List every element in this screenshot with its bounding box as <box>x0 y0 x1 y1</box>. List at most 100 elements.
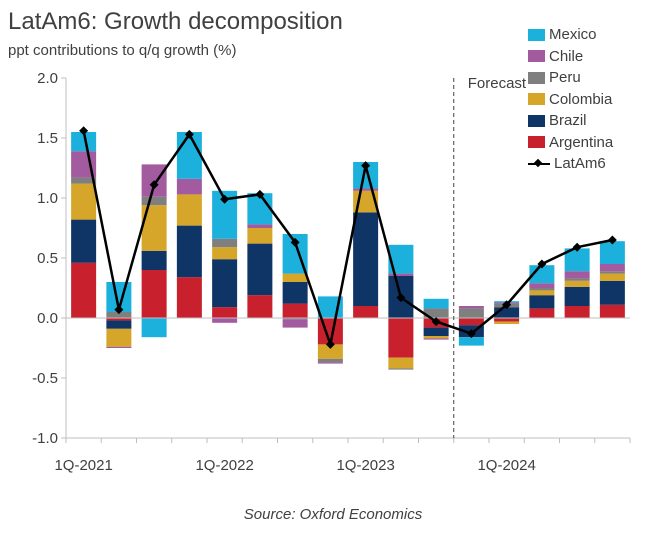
bar-chile <box>282 319 308 328</box>
bar-mexico <box>71 132 97 152</box>
bar-chile <box>458 306 484 309</box>
y-tick-label: 1.5 <box>37 130 58 147</box>
bar-brazil <box>423 327 449 336</box>
bar-peru <box>106 312 132 318</box>
bar-chile <box>247 224 273 228</box>
latam6-point <box>361 161 371 171</box>
y-tick-label: 0.5 <box>37 250 58 267</box>
bar-colombia <box>71 183 97 220</box>
bar-colombia <box>212 247 238 260</box>
y-tick-label: -0.5 <box>32 370 58 387</box>
bar-peru <box>458 308 484 318</box>
bar-peru <box>282 318 308 320</box>
legend-label: Brazil <box>549 112 587 130</box>
bar-argentina <box>247 295 273 318</box>
legend-swatch <box>528 28 545 41</box>
bar-brazil <box>141 250 167 270</box>
bar-argentina <box>529 308 555 318</box>
legend-item-argentina: Argentina <box>528 132 613 154</box>
bar-mexico <box>599 241 625 264</box>
latam6-point <box>396 293 406 303</box>
bar-argentina <box>141 270 167 318</box>
bar-colombia <box>564 280 590 287</box>
legend-item-colombia: Colombia <box>528 89 613 111</box>
latam6-point <box>79 126 89 136</box>
legend-label: Argentina <box>549 133 614 151</box>
chart-source: Source: Oxford Economics <box>243 506 423 523</box>
legend: Mexico Chile Peru Colombia Brazil Argentina La… <box>528 24 613 175</box>
chart-title: LatAm6: Growth decomposition <box>8 8 343 35</box>
bar-argentina <box>71 262 97 318</box>
bar-chile <box>317 362 343 364</box>
bar-brazil <box>176 225 202 278</box>
legend-item-latam6: LatAm6 <box>528 153 613 175</box>
latam6-point <box>325 339 335 349</box>
legend-label: LatAm6 <box>554 155 606 173</box>
bar-chile <box>353 188 379 191</box>
x-tick-label: 1Q-2022 <box>195 457 253 474</box>
bar-brazil <box>106 320 132 329</box>
legend-line-swatch <box>528 158 550 170</box>
bar-argentina <box>176 277 202 318</box>
bar-colombia <box>247 228 273 244</box>
latam6-point <box>184 129 194 139</box>
latam6-point <box>290 237 300 247</box>
legend-swatch <box>528 136 545 149</box>
legend-item-mexico: Mexico <box>528 24 613 46</box>
bar-brazil <box>529 295 555 309</box>
bar-chile <box>529 283 555 288</box>
legend-label: Mexico <box>549 26 597 44</box>
bar-mexico <box>176 132 202 179</box>
legend-swatch <box>528 93 545 106</box>
latam6-line <box>82 130 613 346</box>
latam6-point <box>607 235 617 245</box>
latam6-point <box>114 305 124 315</box>
bar-brazil <box>71 219 97 263</box>
bar-peru <box>599 271 625 274</box>
bar-chile <box>176 178 202 195</box>
bar-chile <box>388 273 414 276</box>
x-tick-label: 1Q-2021 <box>54 457 112 474</box>
latam6-point <box>502 300 512 310</box>
x-tick-label: 1Q-2023 <box>336 457 394 474</box>
y-tick-label: 1.0 <box>37 190 58 207</box>
legend-label: Peru <box>549 69 581 87</box>
bar-chile <box>564 271 590 279</box>
bar-argentina <box>212 307 238 318</box>
bar-brazil <box>599 280 625 305</box>
legend-label: Colombia <box>549 90 613 108</box>
bar-argentina <box>564 306 590 318</box>
bar-argentina <box>106 318 132 321</box>
bar-colombia <box>282 273 308 282</box>
bar-brazil <box>494 307 520 318</box>
latam6-point <box>255 189 265 199</box>
latam6-point <box>220 194 230 204</box>
bar-brazil <box>353 212 379 306</box>
forecast-label: Forecast <box>468 75 527 92</box>
bar-peru <box>564 278 590 281</box>
bar-colombia <box>106 328 132 347</box>
bar-peru <box>212 238 238 248</box>
bar-peru <box>423 308 449 318</box>
bar-chile <box>423 338 449 340</box>
bar-argentina <box>599 304 625 318</box>
legend-swatch <box>528 50 545 63</box>
y-tick-label: 0.0 <box>37 310 58 327</box>
bar-peru <box>529 288 555 291</box>
bar-peru <box>141 196 167 206</box>
bar-colombia <box>599 273 625 281</box>
bar-argentina <box>388 318 414 358</box>
bar-chile <box>599 264 625 272</box>
latam6-point <box>572 242 582 252</box>
latam6-point <box>466 329 476 339</box>
bar-mexico <box>423 298 449 309</box>
bar-colombia <box>317 344 343 359</box>
legend-item-chile: Chile <box>528 46 613 68</box>
bar-brazil <box>247 243 273 296</box>
y-tick-label: -1.0 <box>32 430 58 447</box>
bar-colombia <box>388 357 414 369</box>
bar-brazil <box>282 282 308 304</box>
bar-argentina <box>353 306 379 318</box>
bar-brazil <box>564 286 590 306</box>
